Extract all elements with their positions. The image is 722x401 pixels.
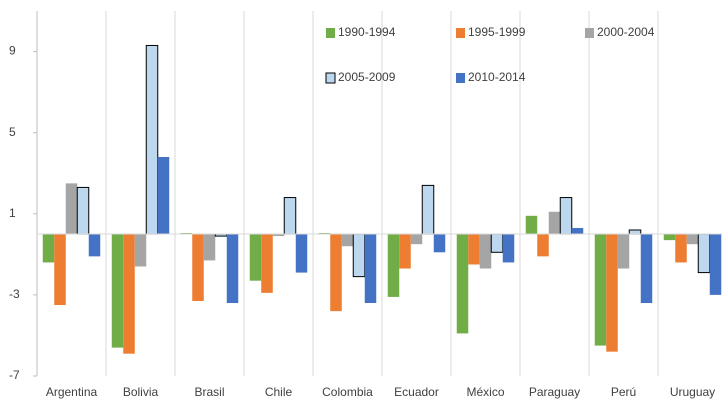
legend-swatch (585, 28, 594, 38)
y-tick-label: 5 (9, 125, 16, 139)
bar (628, 229, 642, 235)
bar (675, 234, 687, 263)
bar (663, 234, 676, 241)
bar (697, 233, 711, 274)
x-tick-label: Paraguay (529, 385, 580, 399)
bar (226, 234, 239, 303)
y-tick-label: -3 (9, 287, 20, 301)
y-tick-label: -7 (9, 368, 20, 382)
x-tick-label: Argentina (46, 385, 98, 399)
bar (134, 234, 147, 267)
x-tick-label: Uruguay (670, 385, 715, 399)
bar (295, 234, 308, 273)
bar (709, 234, 722, 295)
bar (525, 215, 538, 235)
bar (42, 234, 55, 263)
bar (203, 234, 216, 261)
bar (261, 234, 273, 293)
bar (537, 234, 549, 257)
y-tick-label: 9 (9, 44, 16, 58)
bar (318, 233, 331, 235)
y-tick-label: 1 (9, 206, 16, 220)
bar (490, 233, 504, 253)
x-tick-label: Chile (265, 385, 293, 399)
bar (468, 234, 480, 265)
bar (54, 234, 66, 306)
bar (272, 234, 285, 237)
legend-swatch (326, 28, 335, 38)
bar (65, 183, 78, 235)
bar (571, 227, 584, 235)
x-tick-label: México (466, 385, 504, 399)
legend-label: 2000-2004 (597, 25, 655, 39)
bar (559, 197, 573, 235)
bar (88, 234, 101, 257)
x-tick-label: Bolivia (123, 385, 159, 399)
bar (399, 234, 411, 269)
bar (686, 234, 699, 245)
bar (352, 233, 366, 278)
x-tick-label: Perú (611, 385, 636, 399)
bar (157, 157, 170, 235)
legend-swatch (456, 28, 465, 38)
x-tick-label: Ecuador (394, 385, 439, 399)
bar (456, 234, 469, 334)
bar (341, 234, 354, 247)
bar (410, 234, 423, 245)
bar (111, 234, 124, 348)
bar (479, 234, 492, 269)
bar (76, 186, 90, 235)
bar (387, 234, 400, 297)
x-tick-label: Colombia (322, 385, 373, 399)
bar (192, 234, 204, 301)
bar (283, 197, 297, 235)
bar (548, 211, 561, 235)
bar (421, 184, 435, 235)
bar (606, 234, 618, 352)
legend-label: 1995-1999 (468, 25, 526, 39)
bar (145, 44, 159, 235)
legend-swatch (456, 73, 465, 83)
legend-label: 2010-2014 (468, 70, 526, 84)
bar (123, 234, 135, 354)
bar (180, 233, 193, 235)
bar (617, 234, 630, 269)
legend-swatch (325, 72, 336, 84)
bar (433, 234, 446, 253)
legend-label: 2005-2009 (338, 70, 396, 84)
bar (640, 234, 653, 303)
bar (502, 234, 515, 263)
bar (330, 234, 342, 312)
bar (364, 234, 377, 303)
x-tick-label: Brasil (194, 385, 224, 399)
bar (249, 234, 262, 281)
bar (594, 234, 607, 346)
legend-label: 1990-1994 (338, 25, 396, 39)
